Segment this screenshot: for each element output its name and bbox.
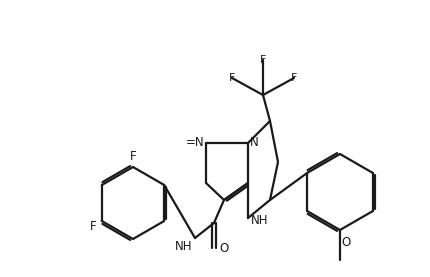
Text: F: F [290,73,297,83]
Text: NH: NH [174,240,191,253]
Text: NH: NH [250,214,268,227]
Text: F: F [228,73,235,83]
Text: O: O [341,235,350,248]
Text: F: F [259,55,266,65]
Text: F: F [89,219,96,232]
Text: N: N [249,135,258,148]
Text: O: O [219,242,228,255]
Text: =N: =N [185,137,203,150]
Text: F: F [129,150,136,163]
